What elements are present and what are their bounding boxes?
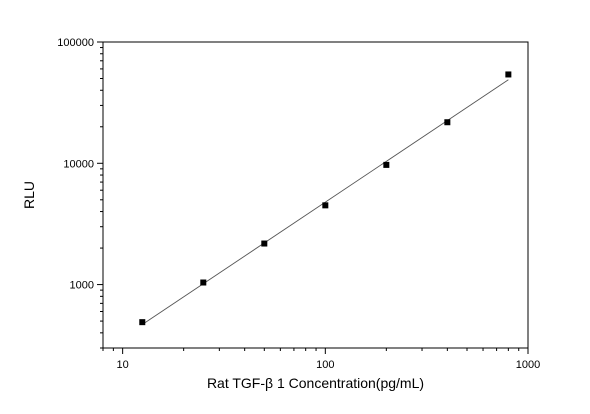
data-point [444, 119, 451, 126]
data-series [139, 71, 512, 326]
x-tick-label: 1000 [516, 359, 540, 371]
y-tick-label: 100000 [57, 37, 94, 49]
y-tick-label: 10000 [63, 158, 94, 170]
data-point [139, 319, 146, 326]
fit-line [142, 79, 509, 325]
data-point [322, 202, 329, 209]
y-tick-label: 1000 [70, 280, 94, 292]
x-tick-label: 100 [316, 359, 334, 371]
data-point [261, 240, 268, 247]
x-tick-label: 10 [117, 359, 129, 371]
tick-labels: 10 100 1000 1000 10000 100000 [57, 37, 540, 371]
data-point [200, 279, 207, 286]
axis-ticks [97, 41, 529, 354]
y-axis-label: RLU [21, 181, 37, 209]
plot-border [102, 41, 529, 349]
x-axis-label: Rat TGF-β 1 Concentration(pg/mL) [207, 375, 424, 391]
data-point [505, 71, 512, 78]
plot-frame [102, 41, 529, 349]
data-point [383, 161, 390, 168]
